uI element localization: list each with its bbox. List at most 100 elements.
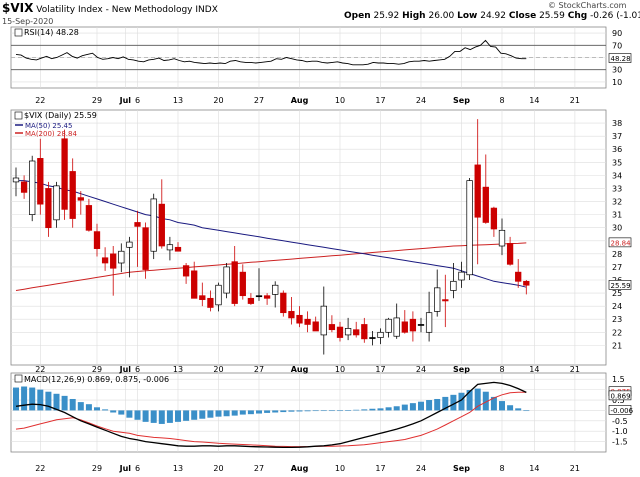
macd-hist-bar-60 [499,401,505,411]
rsi-tick-10: 10 [612,78,622,87]
macd-hist-bar-32 [272,410,279,413]
high-value: 26.00 [428,11,455,21]
macd-hist-bar-30 [256,410,262,414]
macd-xlabel-8: 10 [335,464,345,473]
macd-tick-0.5: 0.5 [612,396,625,405]
rsi-xlabel-3: 6 [135,96,140,105]
rsi-legend-swatch [14,28,23,37]
candle-body-7 [69,171,76,219]
ma200-line [15,242,527,291]
macd-hist-bar-27 [231,410,238,416]
ticker-symbol: $VIX [2,1,34,15]
macd-hist-bar-17 [150,410,157,423]
candle-body-53 [442,299,449,302]
price-xlabel-11: Sep [453,365,470,374]
candle-body-44 [369,337,376,339]
candle-body-19 [166,244,174,251]
rsi-xlabel-10: 24 [416,96,426,105]
rsi-xlabel-13: 14 [529,96,539,105]
macd-hist-bar-12 [110,410,117,413]
macd-hist-bar-0 [13,387,19,411]
candle-body-27 [231,261,238,304]
macd-xlabel-0: 22 [35,464,45,473]
macd-tick--1.5: -1.5 [612,438,628,447]
macd-hist-bar-26 [223,410,230,417]
candle-body-40 [336,326,344,338]
price-tick-23: 23 [612,315,622,324]
macd-hist-bar-59 [490,396,497,411]
ma200-current-value-box [608,237,632,248]
rsi-tick-70: 70 [612,41,622,50]
price-tick-21: 21 [612,341,622,350]
candle-body-45 [377,331,384,338]
macd-hist-bar-28 [239,410,246,415]
candle-body-4 [45,188,52,229]
candle-body-36 [304,318,311,325]
candle-body-14 [126,241,133,248]
candle-body-54 [450,280,457,291]
price-tick-22: 22 [612,328,622,337]
candle-body-26 [223,266,230,294]
chg-value: -0.26 (-1.01%) [590,11,640,21]
macd-hist-bar-53 [442,396,449,411]
macd-hist-bar-56 [466,390,473,411]
close-value: 25.59 [539,11,565,21]
candle-body-0 [12,177,20,183]
candle-body-8 [77,197,84,201]
candle-body-35 [296,314,303,324]
price-tick-30: 30 [612,224,622,233]
rsi-tick-30: 30 [612,66,622,75]
price-tick-37: 37 [612,132,622,141]
candle-body-5 [53,185,60,221]
macd-panel-frame [10,372,607,453]
candle-body-50 [417,324,425,326]
ma200-legend: MA(200) 28.84 [25,130,77,138]
macd-xlabel-9: 17 [375,464,385,473]
price-xlabel-1: 29 [92,365,102,374]
macd-hist-bar-3 [37,389,44,411]
price-tick-24: 24 [612,302,622,311]
candle-body-10 [93,231,101,249]
candle-body-48 [401,321,408,333]
macd-hist-bar-61 [507,405,514,411]
candle-body-42 [353,329,360,336]
rsi-xlabel-1: 29 [92,96,102,105]
macd-legend: MACD(12,26,9) 0.869, 0.875, -0.006 [24,375,169,384]
candle-body-16 [142,227,149,270]
macd-line [15,381,527,449]
candle-body-51 [425,312,433,333]
price-xlabel-10: 24 [416,365,426,374]
candle-body-63 [523,280,530,286]
candle-body-20 [174,246,182,252]
rsi-tick-90: 90 [612,29,622,38]
price-panel-frame [10,109,607,366]
macd-hist-bar-51 [426,400,433,411]
macd-hist-bar-62 [515,408,522,411]
candle-body-18 [158,203,165,247]
rsi-xlabel-4: 13 [173,96,183,105]
ticker-exchange: INDX [195,5,218,15]
price-current-value-box [608,280,632,290]
price-tick-33: 33 [612,184,622,193]
rsi-xlabel-8: 10 [335,96,345,105]
macd-xlabel-10: 24 [416,464,426,473]
price-tick-38: 38 [612,119,622,128]
price-xlabel-13: 14 [529,365,539,374]
macd-hist-bar-47 [393,406,400,411]
candle-body-1 [20,181,28,193]
price-tick-32: 32 [612,198,622,207]
price-tick-28: 28 [612,250,622,259]
macd-hist-bar-4 [45,391,52,411]
macd-hist-bar-21 [183,410,190,421]
macd-tick-1.5: 1.5 [612,375,625,384]
rsi-legend: RSI(14) 48.28 [24,28,79,37]
macd-xlabel-13: 14 [529,464,539,473]
candle-body-32 [272,284,279,295]
candle-body-23 [199,295,206,300]
macd-hist-bar-25 [215,410,222,417]
price-xlabel-3: 6 [135,365,140,374]
macd-xlabel-4: 13 [173,464,183,473]
macd-hist-bar-16 [142,410,149,422]
macd-hist-bar-52 [434,398,441,411]
price-legend: $VIX (Daily) 25.59 [24,111,97,120]
